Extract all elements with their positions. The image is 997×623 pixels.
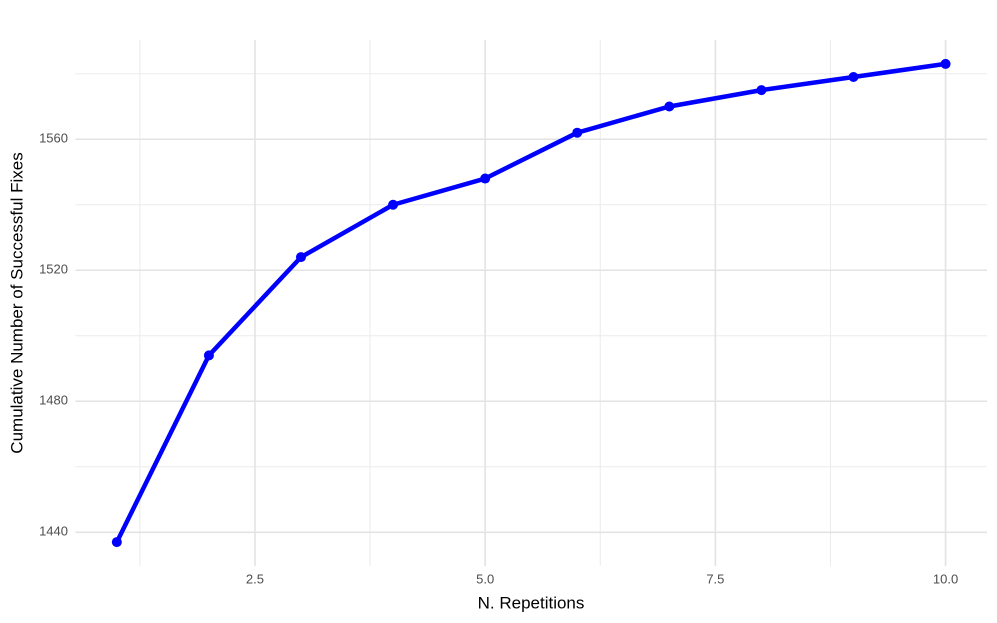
x-tick-label: 5.0 [476,571,494,586]
data-point [295,252,306,263]
y-axis-title: Cumulative Number of Successful Fixes [7,152,26,453]
data-point [111,537,122,548]
series-line [114,61,946,544]
data-point [664,101,675,112]
x-tick-label: 2.5 [246,571,264,586]
x-axis-title: N. Repetitions [478,593,585,612]
data-point [848,72,859,83]
data-point [756,85,767,96]
data-point [480,173,491,184]
y-tick-label: 1480 [39,393,68,408]
data-point [388,199,399,210]
x-tick-label: 10.0 [933,571,958,586]
data-point [940,58,951,69]
data-point [203,350,214,361]
y-tick-label: 1520 [39,262,68,277]
data-point [572,127,583,138]
y-tick-label: 1440 [39,524,68,539]
x-tick-label: 7.5 [706,571,724,586]
y-tick-label: 1560 [39,131,68,146]
